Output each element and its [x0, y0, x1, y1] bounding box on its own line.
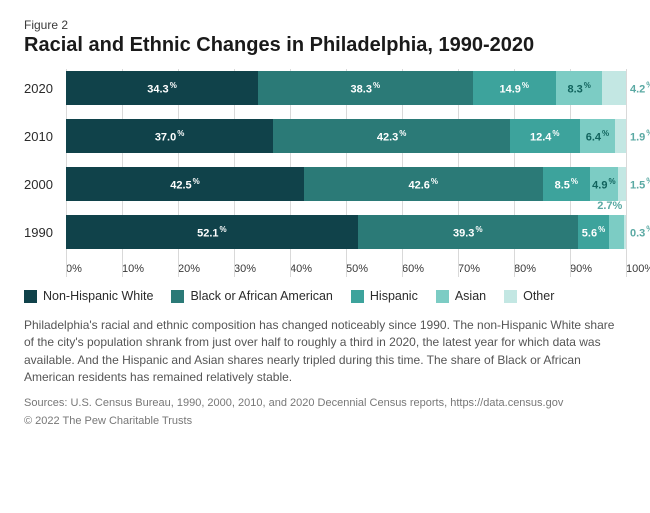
bar-row: 201037.0%42.3%12.4%6.4%1.9% [24, 119, 626, 153]
legend-item: Black or African American [171, 289, 332, 303]
bar-segment: 52.1% [66, 215, 358, 249]
legend-item: Asian [436, 289, 486, 303]
legend-label: Non-Hispanic White [43, 289, 153, 303]
bar-segment: 38.3% [258, 71, 472, 105]
bar-segment: 4.9% [590, 167, 617, 201]
year-label: 2010 [24, 129, 66, 144]
bar-segment: 4.2% [602, 71, 626, 105]
year-label: 2020 [24, 81, 66, 96]
sources-text: Sources: U.S. Census Bureau, 1990, 2000,… [24, 397, 626, 409]
bar-segment: 8.3% [556, 71, 602, 105]
legend-swatch [504, 290, 517, 303]
bar-segment: 2.7% [609, 215, 624, 249]
bar-segment: 42.3% [273, 119, 510, 153]
copyright-text: © 2022 The Pew Charitable Trusts [24, 415, 626, 427]
bar-segment: 39.3% [358, 215, 578, 249]
bar-segment: 42.6% [304, 167, 543, 201]
bar-segment: 1.9% [615, 119, 626, 153]
bar-segment: 8.5% [543, 167, 591, 201]
bar-segment: 6.4% [580, 119, 616, 153]
chart: 202034.3%38.3%14.9%8.3%4.2% 201037.0%42.3… [24, 71, 626, 275]
bar-segment: 12.4% [510, 119, 579, 153]
bar-row: 199052.1%39.3%5.6%2.7%0.3% [24, 215, 626, 249]
legend-item: Non-Hispanic White [24, 289, 153, 303]
legend-label: Other [523, 289, 554, 303]
legend: Non-Hispanic White Black or African Ameri… [24, 289, 626, 303]
x-axis: 0%10%20%30%40%50%60%70%80%90%100% [66, 263, 626, 275]
legend-label: Asian [455, 289, 486, 303]
bar-segment: 0.3% [624, 215, 626, 249]
chart-title: Racial and Ethnic Changes in Philadelphi… [24, 34, 626, 57]
legend-swatch [24, 290, 37, 303]
description-text: Philadelphia's racial and ethnic composi… [24, 317, 626, 387]
bar-segment: 14.9% [473, 71, 556, 105]
legend-swatch [171, 290, 184, 303]
bar-segment: 37.0% [66, 119, 273, 153]
bar-row: 202034.3%38.3%14.9%8.3%4.2% [24, 71, 626, 105]
legend-swatch [436, 290, 449, 303]
bar-segment: 1.5% [618, 167, 626, 201]
legend-label: Hispanic [370, 289, 418, 303]
legend-item: Hispanic [351, 289, 418, 303]
figure-label: Figure 2 [24, 18, 626, 32]
bar-segment: 34.3% [66, 71, 258, 105]
legend-label: Black or African American [190, 289, 332, 303]
bar-segment: 42.5% [66, 167, 304, 201]
legend-swatch [351, 290, 364, 303]
bar-row: 200042.5%42.6%8.5%4.9%1.5% [24, 167, 626, 201]
legend-item: Other [504, 289, 554, 303]
year-label: 2000 [24, 177, 66, 192]
year-label: 1990 [24, 225, 66, 240]
bar-segment: 5.6% [578, 215, 609, 249]
